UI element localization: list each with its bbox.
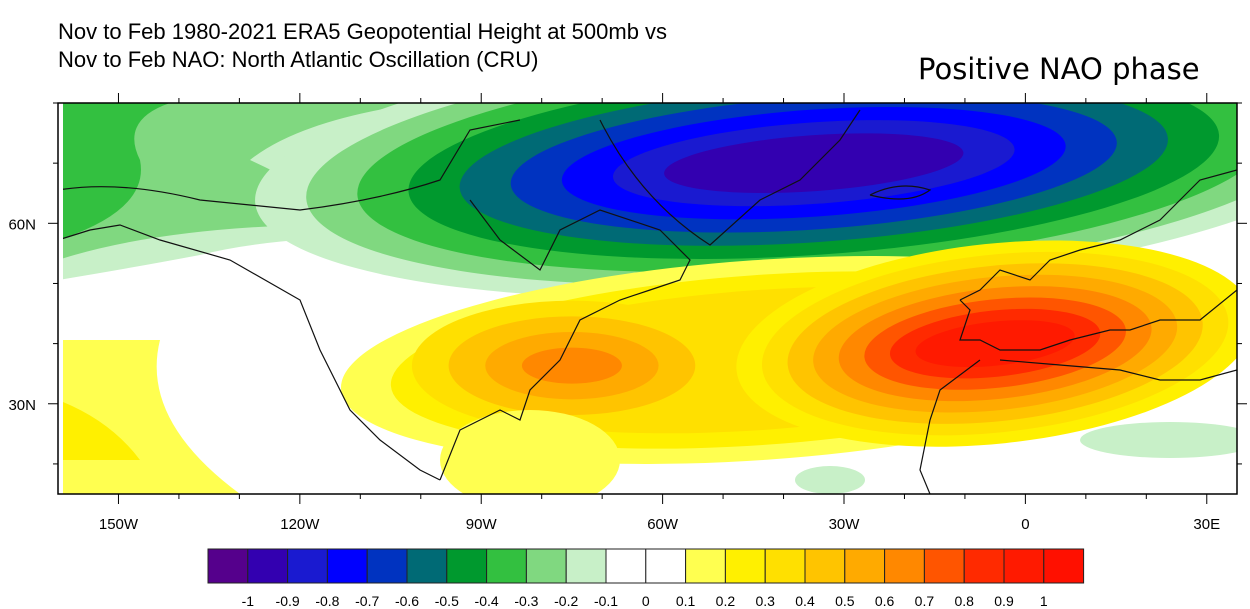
colorbar-label: -0.5 — [435, 593, 459, 609]
colorbar-label: -0.1 — [594, 593, 618, 609]
colorbar-swatch — [645, 548, 687, 584]
coastline — [959, 289, 1237, 351]
colorbar-swatch — [446, 548, 488, 584]
colorbar-label: 1 — [1040, 593, 1048, 609]
colorbar-label: -0.4 — [475, 593, 499, 609]
lon-tick-label: 150W — [99, 516, 139, 533]
contour-level — [440, 410, 620, 494]
coastline — [63, 119, 521, 211]
lon-tick-label: 90W — [466, 516, 498, 533]
colorbar-label: 0 — [642, 593, 650, 609]
lon-tick-label: 120W — [280, 516, 320, 533]
colorbar-label: 0.5 — [835, 593, 855, 609]
coastline — [959, 169, 1237, 301]
colorbar-swatch — [605, 548, 647, 584]
lon-tick-label: 0 — [1021, 516, 1029, 533]
colorbar-label: 0.9 — [994, 593, 1014, 609]
colorbar-swatch — [565, 548, 607, 584]
colorbar-label: 0.3 — [755, 593, 775, 609]
colorbar-label: -0.6 — [395, 593, 419, 609]
contour-level — [63, 103, 170, 239]
colorbar-label: -0.8 — [315, 593, 339, 609]
colorbar-swatch — [366, 548, 408, 584]
colorbar-label: 0.2 — [716, 593, 736, 609]
colorbar-swatch — [486, 548, 527, 584]
lat-tick-label: 60N — [8, 216, 36, 233]
colorbar-label: 0.4 — [795, 593, 815, 609]
contour-level — [664, 133, 964, 193]
title-line-2: Nov to Feb NAO: North Atlantic Oscillati… — [58, 47, 539, 72]
coastline — [869, 185, 932, 200]
colorbar-label: 0.1 — [676, 593, 696, 609]
colorbar-swatch — [525, 548, 567, 584]
axis-ticks: 150W 120W 90W 60W 30W 0 30E 60N 30N — [8, 93, 1247, 533]
colorbar-swatch — [406, 548, 448, 584]
contour-level — [795, 466, 865, 494]
colorbar-label: 0.6 — [875, 593, 895, 609]
title-line-1: Nov to Feb 1980-2021 ERA5 Geopotential H… — [58, 19, 668, 44]
colorbar-label: -0.2 — [554, 593, 578, 609]
contour-level — [63, 402, 140, 460]
lon-tick-label: 60W — [647, 516, 679, 533]
contour-level — [1080, 422, 1237, 458]
colorbar-swatch — [207, 548, 249, 584]
coastline — [439, 199, 691, 481]
lat-tick-label: 30N — [8, 397, 36, 414]
coastline — [919, 359, 981, 494]
correlation-field — [63, 103, 1237, 494]
colorbar-label: -0.7 — [355, 593, 379, 609]
colorbar-swatch — [326, 548, 368, 584]
map-frame — [57, 102, 1238, 495]
colorbar-swatch — [287, 548, 328, 584]
colorbar: -1 -0.9 -0.8 -0.7 -0.6 -0.5 -0.4 -0.3 -0.2 -0.1 0 0… — [207, 548, 1085, 609]
coastline — [999, 359, 1237, 381]
lon-tick-label: 30W — [829, 516, 861, 533]
colorbar-swatch — [724, 548, 766, 584]
colorbar-label: 0.7 — [915, 593, 935, 609]
phase-annotation: Positive NAO phase — [918, 52, 1200, 86]
colorbar-label: 0.8 — [954, 593, 974, 609]
colorbar-swatch — [963, 548, 1005, 584]
coastline — [63, 224, 441, 481]
coastlines — [63, 109, 1237, 494]
coastline — [599, 109, 861, 246]
colorbar-swatch — [685, 548, 726, 584]
colorbar-label: -0.9 — [276, 593, 300, 609]
contour-level — [63, 103, 420, 259]
colorbar-swatch — [764, 548, 806, 584]
colorbar-swatch — [1043, 548, 1085, 584]
colorbar-swatch — [844, 548, 886, 584]
contour-level — [915, 320, 1075, 368]
colorbar-label: -0.3 — [514, 593, 538, 609]
contour-level — [521, 347, 622, 384]
colorbar-swatch — [804, 548, 846, 584]
colorbar-label: -1 — [242, 593, 255, 609]
colorbar-swatch — [247, 548, 289, 584]
colorbar-swatch — [923, 548, 965, 584]
colorbar-swatch — [884, 548, 925, 584]
lon-tick-label: 30E — [1193, 516, 1220, 533]
colorbar-swatch — [1003, 548, 1045, 584]
